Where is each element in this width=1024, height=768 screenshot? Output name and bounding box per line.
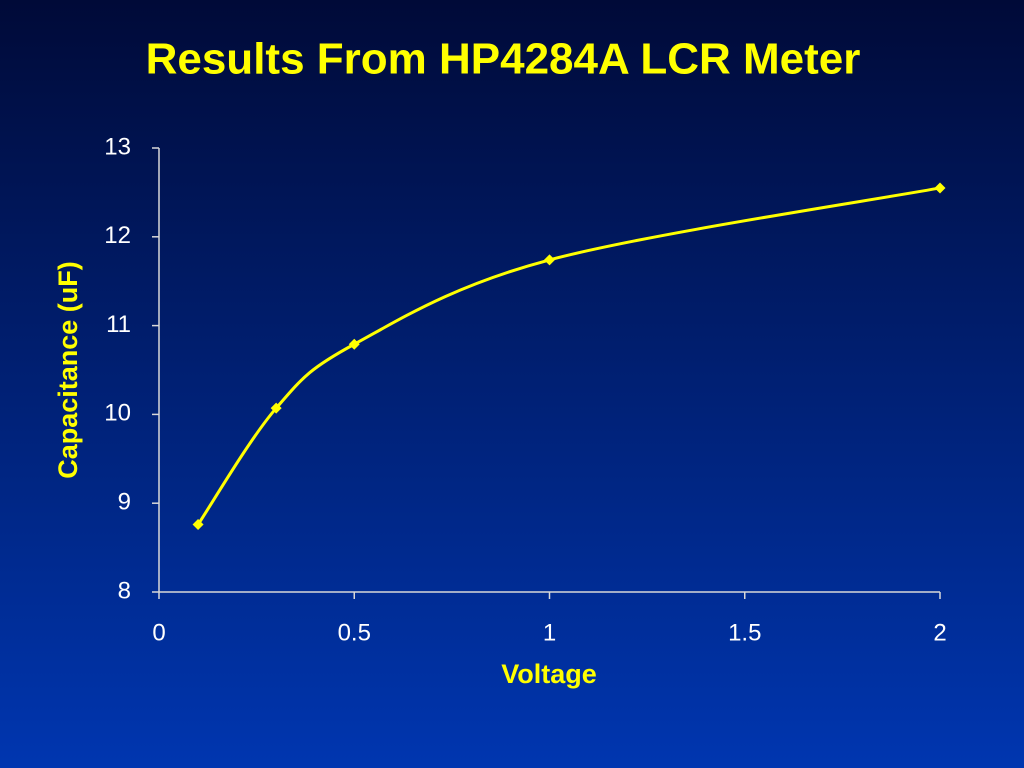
marker — [348, 338, 360, 350]
marker — [544, 254, 555, 266]
y-tick-label: 10 — [104, 400, 131, 427]
marker — [192, 519, 204, 531]
x-tick-label: 1.5 — [728, 619, 761, 646]
x-tick-label: 2 — [933, 619, 946, 646]
y-axis-title: Capacitance (uF) — [53, 261, 83, 479]
y-tick-label: 9 — [118, 489, 131, 516]
x-axis-title: Voltage — [501, 659, 597, 689]
x-tick-label: 0 — [152, 619, 165, 646]
y-tick-label: 12 — [104, 222, 131, 249]
data-line — [196, 186, 941, 526]
y-tick-label: 11 — [106, 311, 131, 338]
chart-title: Results From HP4284A LCR Meter — [146, 35, 861, 84]
x-tick-label: 0.5 — [338, 619, 371, 646]
y-tick-label: 8 — [118, 577, 131, 604]
y-tick-label: 13 — [104, 133, 131, 160]
marker — [934, 182, 946, 194]
marker — [270, 402, 282, 414]
x-tick-label: 1 — [543, 619, 556, 646]
